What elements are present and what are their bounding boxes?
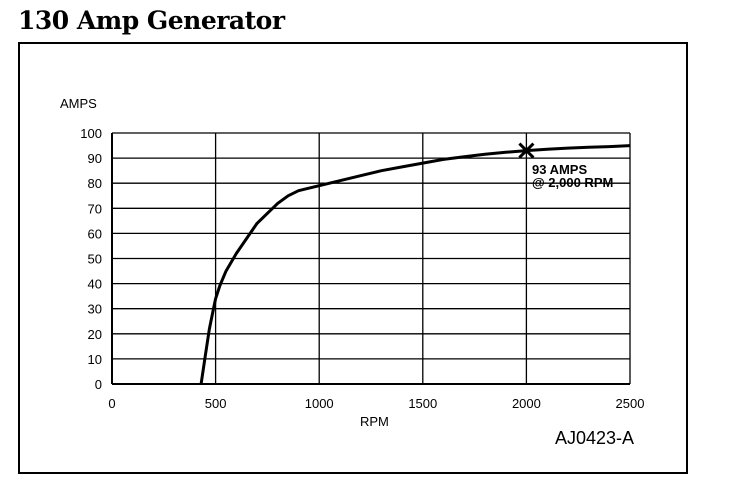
operating-point-marker (518, 142, 535, 159)
y-tick-labels: 0 10 20 30 40 50 60 70 80 90 100 (80, 126, 102, 392)
x-tick-label: 2500 (616, 396, 645, 411)
y-tick-label: 60 (88, 226, 102, 241)
chart-frame (18, 42, 688, 474)
y-tick-label: 0 (95, 377, 102, 392)
marker-stroke-b (518, 142, 535, 159)
grid (111, 132, 631, 385)
x-tick-label: 1000 (305, 396, 334, 411)
annotation-amps: 93 AMPS (532, 162, 587, 177)
y-tick-label: 70 (88, 201, 102, 216)
x-axis-label: RPM (360, 414, 389, 429)
x-tick-label: 500 (205, 396, 227, 411)
y-tick-label: 100 (80, 126, 102, 141)
x-tick-label: 0 (108, 396, 115, 411)
annotation-rpm: @ 2,000 RPM (532, 175, 613, 190)
y-tick-label: 90 (88, 151, 102, 166)
y-axis-label: AMPS (60, 96, 97, 111)
x-tick-labels: 0 500 1000 1500 2000 2500 (108, 396, 644, 411)
y-tick-label: 10 (88, 352, 102, 367)
y-tick-label: 30 (88, 302, 102, 317)
x-tick-label: 2000 (512, 396, 541, 411)
chart-title: 130 Amp Generator (18, 6, 285, 35)
y-tick-label: 50 (88, 252, 102, 267)
x-tick-label: 1500 (408, 396, 437, 411)
y-tick-label: 40 (88, 277, 102, 292)
y-tick-label: 80 (88, 176, 102, 191)
y-tick-label: 20 (88, 327, 102, 342)
figure-code: AJ0423-A (555, 428, 634, 448)
